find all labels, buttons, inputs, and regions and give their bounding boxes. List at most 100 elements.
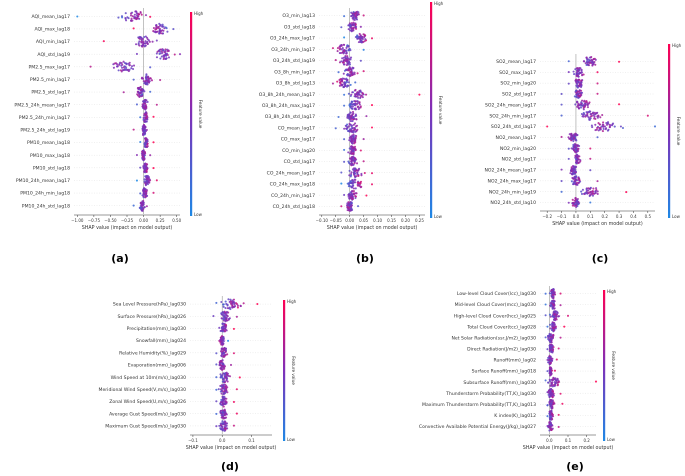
shap-point [576,67,579,70]
shap-point [574,144,578,147]
shap-point [221,420,224,423]
shap-point [582,73,585,76]
shap-point [122,91,125,94]
feature-label: High-level Cloud Cover(hcc)_lag025 [454,313,536,319]
shap-point [354,81,357,84]
shap-point [124,12,127,15]
shap-point [221,411,224,414]
shap-point [143,178,146,181]
shap-point [352,151,355,154]
shap-point [590,58,593,61]
shap-point [354,23,357,26]
feature-label: AQI_min_lag17 [36,39,70,45]
shap-point [222,385,225,388]
shap-point [557,380,561,384]
shap-point [591,126,594,129]
shap-point [355,192,358,195]
x-tick-label: 0.20 [401,218,410,223]
shap-point [364,34,367,37]
shap-point [585,111,588,114]
shap-point [345,73,349,76]
shap-point [576,69,579,72]
shap-point [357,13,360,16]
shap-point [149,77,152,80]
shap-point [144,112,147,115]
shap-point [343,63,346,66]
shap-point [343,193,346,197]
shap-point [341,80,344,83]
shap-point [370,172,374,175]
shap-point [548,421,551,424]
shap-point [577,104,580,107]
shap-point [589,115,592,118]
beeswarm-row [343,189,368,201]
feature-label: Wind Speed at 10m(m/s)_lag030 [111,375,186,381]
shap-point [140,152,143,155]
shap-point [592,187,595,190]
shap-point [349,120,352,123]
shap-point [338,81,341,84]
shap-point [572,203,575,206]
shap-point [224,327,227,330]
shap-point [347,185,350,188]
shap-point [353,147,356,150]
feature-label: PM10_max_lag18 [30,153,70,159]
shap-point [165,57,168,60]
shap-point [220,335,224,338]
shap-point [345,60,348,63]
shap-point [587,116,590,119]
shap-point [570,170,573,173]
shap-point [574,132,577,135]
beeswarm-row [546,420,560,432]
shap-point [222,351,225,354]
shap-point [135,12,138,15]
shap-point [225,401,228,404]
shap-point [580,101,583,104]
shap-point [563,325,566,328]
shap-point [360,185,363,188]
shap-point [135,154,138,157]
shap-point [226,422,229,425]
shap-point [549,340,552,343]
shap-point [548,380,552,383]
shap-point [356,92,359,95]
shap-point [577,106,580,109]
shap-point [584,104,587,107]
shap-point [345,125,348,128]
shap-point [578,144,581,148]
beeswarm-row [544,299,562,310]
shap-point [573,73,576,76]
colorbar-low-label: Low [607,437,616,442]
beeswarm-row [560,175,599,186]
shap-point [584,115,587,118]
shap-point [150,79,154,82]
shap-point [220,409,223,412]
shap-point [568,137,571,140]
shap-point [598,123,601,126]
beeswarm-row [560,132,599,143]
shap-point [567,71,570,74]
shap-point [223,398,226,401]
shap-point [573,95,576,98]
shap-point [571,172,574,175]
shap-point [349,118,353,121]
shap-point [350,202,353,205]
shap-point [228,317,231,320]
shap-point [544,314,547,317]
shap-point [345,49,348,52]
shap-point [575,71,579,74]
colorbar-title: Feature value [611,351,616,380]
shap-point [554,379,557,382]
shap-point [611,123,614,126]
shap-point [585,189,588,192]
shap-point [551,334,554,337]
shap-point [602,121,605,124]
shap-point [221,401,224,404]
shap-point [220,312,223,315]
shap-point [350,162,353,165]
shap-point [142,106,145,109]
shap-point [220,375,223,378]
shap-point [119,69,122,72]
shap-point [352,131,355,134]
shap-point [350,194,354,198]
